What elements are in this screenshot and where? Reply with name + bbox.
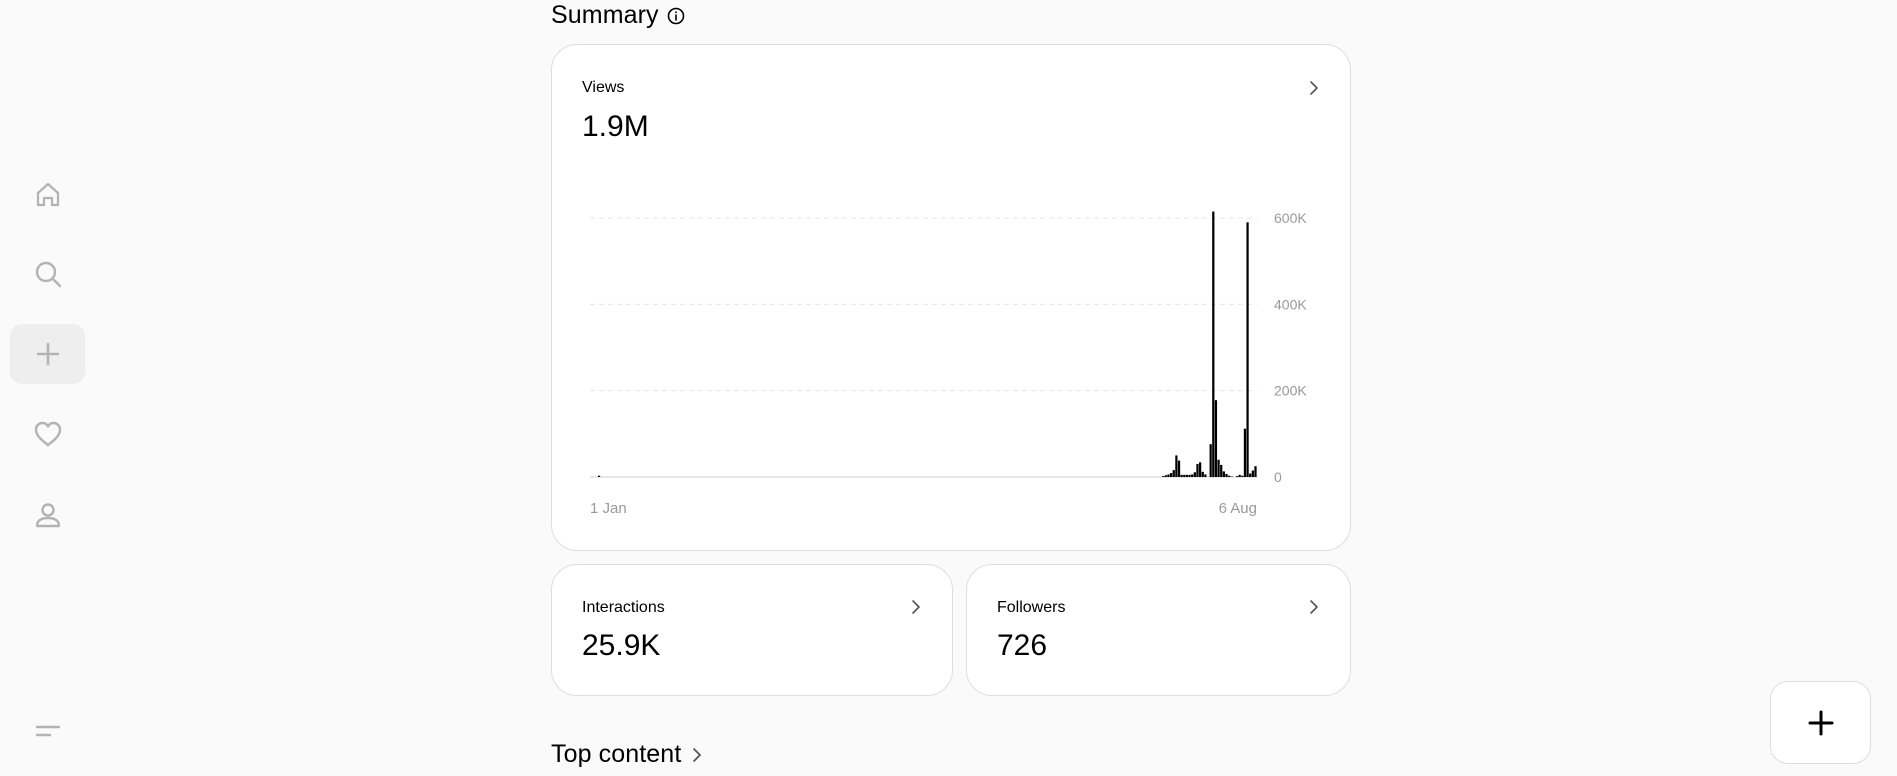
top-content-header[interactable]: Top content	[551, 740, 703, 769]
chart-bar	[1188, 474, 1191, 477]
chart-bar	[1238, 474, 1241, 477]
chart-bar	[1193, 472, 1196, 477]
chart-bar	[1241, 475, 1244, 477]
home-icon	[36, 182, 59, 207]
views-chart: 600K 400K 200K 0 1 Jan 6 Aug	[590, 210, 1307, 517]
info-icon[interactable]	[667, 7, 685, 25]
chart-bar	[1217, 459, 1220, 477]
chevron-right-icon	[1310, 81, 1318, 95]
menu-icon	[35, 725, 60, 737]
chart-bar	[1251, 470, 1254, 477]
y-tick-label: 0	[1274, 469, 1282, 485]
nav-search[interactable]	[10, 244, 85, 304]
x-tick-label: 6 Aug	[1219, 500, 1257, 517]
chart-bar	[1246, 222, 1249, 477]
heart-icon	[34, 421, 61, 447]
views-label: Views	[582, 79, 625, 96]
chart-bar	[1228, 475, 1231, 477]
chart-bar	[1199, 462, 1202, 477]
chevron-right-icon	[693, 747, 702, 762]
chart-bar	[1170, 473, 1173, 477]
summary-title: Summary	[551, 1, 659, 29]
chart-bar	[1175, 455, 1178, 477]
chart-bar	[1225, 473, 1228, 477]
chart-bar	[1201, 471, 1204, 477]
interactions-value: 25.9K	[582, 629, 661, 662]
y-tick-label: 600K	[1274, 210, 1307, 226]
chart-bar	[1243, 428, 1247, 477]
chart-bar	[1209, 444, 1212, 477]
chart-bar	[1172, 470, 1175, 477]
summary-header: Summary	[551, 0, 685, 31]
followers-label: Followers	[997, 599, 1066, 616]
followers-card[interactable]: Followers 726	[966, 564, 1351, 696]
chart-bar	[1164, 475, 1167, 477]
nav-home[interactable]	[10, 165, 85, 225]
nav-profile[interactable]	[10, 485, 85, 545]
chart-bar	[1212, 211, 1215, 477]
chart-bar	[1183, 474, 1186, 477]
views-value: 1.9M	[582, 110, 649, 143]
chart-bar	[1196, 464, 1199, 477]
chart-bar	[1177, 460, 1181, 477]
interactions-card[interactable]: Interactions 25.9K	[551, 564, 953, 696]
top-content-title: Top content	[551, 740, 682, 768]
chart-bar	[1185, 474, 1189, 477]
chart-bar	[1162, 476, 1165, 477]
plus-icon	[1808, 710, 1833, 735]
chart-bar	[1249, 473, 1252, 477]
chart-bar	[1220, 464, 1223, 477]
followers-value: 726	[997, 629, 1048, 662]
chevron-right-icon	[1310, 600, 1318, 614]
nav-menu[interactable]	[10, 701, 85, 761]
chart-bar	[1191, 474, 1194, 477]
x-tick-label: 1 Jan	[590, 500, 627, 517]
floating-create-button[interactable]	[1770, 681, 1871, 764]
y-tick-label: 400K	[1274, 296, 1307, 312]
sidebar	[0, 0, 95, 776]
y-tick-label: 200K	[1274, 383, 1307, 399]
chart-bar	[1222, 471, 1225, 477]
chart-bar	[1235, 476, 1239, 477]
nav-create[interactable]	[10, 324, 85, 384]
nav-activity[interactable]	[10, 404, 85, 464]
chart-bar	[1180, 474, 1183, 477]
chart-bar	[597, 475, 601, 477]
chart-bar	[1204, 474, 1207, 477]
chart-bar	[1254, 466, 1257, 477]
create-icon	[36, 342, 59, 366]
interactions-label: Interactions	[582, 599, 665, 616]
views-card[interactable]: Views 1.9M 600K 400K 200K 0 1 Jan 6 Aug	[551, 44, 1351, 551]
search-icon	[35, 261, 61, 288]
chevron-right-icon	[912, 600, 920, 614]
profile-icon	[35, 503, 60, 528]
chart-bar	[1167, 474, 1170, 477]
chart-bar	[1214, 400, 1218, 477]
